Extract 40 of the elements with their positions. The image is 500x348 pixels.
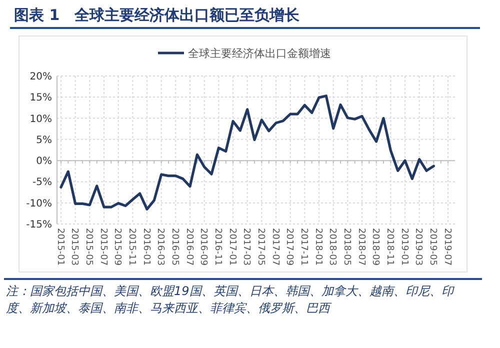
x-tick-label: 2018-05 (342, 228, 352, 266)
x-tick-label: 2018-01 (312, 228, 323, 266)
x-tick-label: 2015-03 (69, 228, 80, 266)
y-tick-label: 0% (36, 156, 52, 168)
y-tick-label: -10% (26, 198, 52, 210)
legend-label: 全球主要经济体出口金额增速 (188, 46, 331, 60)
x-tick-label: 2017-11 (298, 228, 309, 266)
x-tick-label: 2018-03 (327, 228, 338, 266)
text: 注：国家包括中国、美国、欧盟19国、英国、日本、韩国、加拿大、越南、印尼、印度、新加坡、泰国、南非、马来西亚、菲律宾、俄罗斯、巴西 (6, 284, 456, 315)
y-tick-label: 10% (30, 114, 52, 125)
x-tick-label: 2019-05 (428, 228, 438, 266)
y-tick-label: 5% (36, 134, 52, 146)
y-tick-label: 20% (30, 72, 52, 82)
x-tick-label: 2019-07 (442, 228, 452, 266)
x-tick-label: 2016-03 (155, 228, 166, 266)
x-tick-label: 2017-07 (270, 228, 280, 266)
x-tick-label: 2017-03 (241, 228, 252, 266)
x-tick-label: 2018-07 (356, 228, 366, 266)
y-tick-label: 15% (30, 92, 52, 104)
line-series (60, 94, 435, 210)
y-tick-label: -15% (26, 220, 52, 230)
chart-title: 图表 1 全球主要经济体出口额已至负增长 (14, 6, 301, 24)
y-tick-label: -5% (32, 177, 52, 188)
x-tick-label: 2015-05 (84, 228, 94, 266)
x-tick-label: 2016-11 (212, 228, 223, 266)
x-tick-label: 2015-07 (98, 228, 108, 266)
x-tick-label: 2016-05 (170, 228, 180, 266)
x-tick-label: 2015-01 (54, 228, 65, 266)
x-tick-label: 2017-05 (256, 228, 266, 266)
x-tick-label: 2017-01 (226, 228, 237, 266)
x-tick-label: 2016-07 (184, 228, 194, 266)
x-tick-label: 2018-09 (370, 228, 380, 266)
x-tick-label: 2016-09 (198, 228, 208, 266)
x-tick-label: 2016-01 (140, 228, 151, 266)
x-tick-label: 2018-11 (384, 228, 395, 266)
x-tick-label: 2019-03 (413, 228, 424, 266)
x-tick-label: 2019-01 (398, 228, 409, 266)
x-tick-label: 2015-09 (112, 228, 122, 266)
x-tick-label: 2015-11 (126, 228, 137, 266)
x-tick-label: 2017-09 (284, 228, 294, 266)
